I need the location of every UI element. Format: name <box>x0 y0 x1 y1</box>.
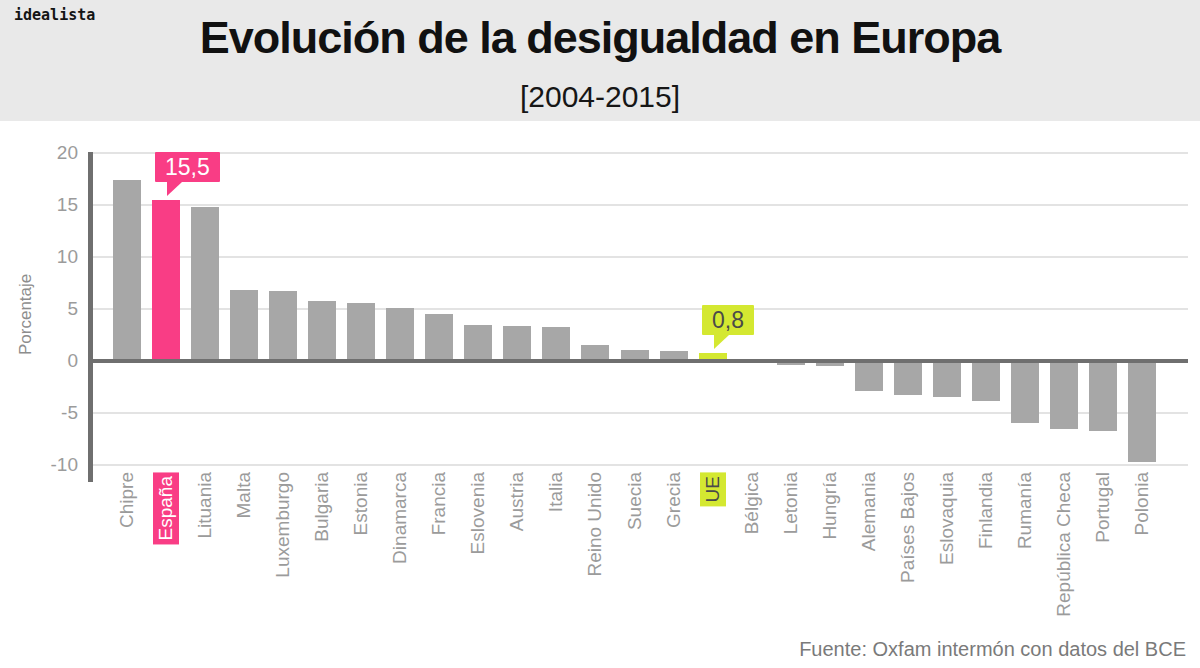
y-tick-5: 5 <box>8 298 78 320</box>
bar-austria <box>503 326 531 361</box>
x-label-francia: Francia <box>428 472 450 535</box>
bar-dinamarca <box>386 308 414 361</box>
bar-alemania <box>855 361 883 391</box>
bar-bulgaria <box>308 301 336 361</box>
chart-title: Evolución de la desigualdad en Europa <box>0 12 1200 64</box>
gridline-10 <box>90 256 1188 258</box>
y-tick-10: 10 <box>8 246 78 268</box>
bar-portugal <box>1089 361 1117 431</box>
gridline-15 <box>90 204 1188 206</box>
x-label-lituania: Lituania <box>194 472 216 539</box>
chart-subtitle: [2004-2015] <box>0 80 1200 114</box>
x-label-luxemburgo: Luxemburgo <box>272 472 294 578</box>
y-tick-20: 20 <box>8 142 78 164</box>
x-label-alemania: Alemania <box>858 472 880 551</box>
x-label-dinamarca: Dinamarca <box>389 472 411 564</box>
x-label-letonia: Letonia <box>780 472 802 534</box>
x-label-paises-bajos: Países Bajos <box>897 472 919 583</box>
x-label-republica-checa: República Checa <box>1053 472 1075 617</box>
bar-finlandia <box>972 361 1000 401</box>
bar-estonia <box>347 303 375 361</box>
y-tick-15: 15 <box>8 194 78 216</box>
x-label-hungria: Hungría <box>819 472 841 540</box>
x-label-eslovenia: Eslovenia <box>467 472 489 554</box>
x-label-finlandia: Finlandia <box>975 472 997 549</box>
bar-paises-bajos <box>894 361 922 395</box>
x-label-suecia: Suecia <box>624 472 646 530</box>
x-label-portugal: Portugal <box>1092 472 1114 543</box>
x-label-eslovaquia: Eslovaquia <box>936 472 958 565</box>
bar-lituania <box>191 207 219 361</box>
y-tick-0: 0 <box>8 350 78 372</box>
bar-eslovaquia <box>933 361 961 397</box>
gridline-20 <box>90 152 1188 154</box>
infographic-canvas: idealista Evolución de la desigualdad en… <box>0 0 1200 668</box>
y-tick--10: -10 <box>8 454 78 476</box>
bar-francia <box>425 314 453 361</box>
x-axis-zero-line <box>88 359 1188 363</box>
bar-malta <box>230 290 258 361</box>
bar-chipre <box>113 180 141 361</box>
x-label-austria: Austria <box>506 472 528 531</box>
x-label-reino-unido: Reino Unido <box>584 472 606 577</box>
x-label-malta: Malta <box>233 472 255 518</box>
bar-rumania <box>1011 361 1039 423</box>
x-label-estonia: Estonia <box>350 472 372 535</box>
bar-luxemburgo <box>269 291 297 361</box>
ue-value-callout: 0,8 <box>702 305 754 335</box>
x-label-grecia: Grecia <box>663 472 685 528</box>
x-label-polonia: Polonia <box>1131 472 1153 535</box>
x-label-ue: UE <box>700 472 726 506</box>
bar-espana <box>152 200 180 361</box>
y-tick--5: -5 <box>8 402 78 424</box>
bar-polonia <box>1128 361 1156 462</box>
y-axis-line <box>88 152 93 482</box>
x-label-espana: España <box>153 472 179 544</box>
gridline--10 <box>90 464 1188 466</box>
x-label-italia: Italia <box>545 472 567 512</box>
bar-eslovenia <box>464 325 492 361</box>
bar-republica-checa <box>1050 361 1078 429</box>
ue-callout-tail <box>714 335 729 349</box>
espana-callout-tail <box>167 182 182 196</box>
bar-italia <box>542 327 570 361</box>
espana-value-callout: 15,5 <box>155 152 220 182</box>
header-band: idealista Evolución de la desigualdad en… <box>0 0 1200 121</box>
x-label-belgica: Bélgica <box>741 472 763 534</box>
x-label-bulgaria: Bulgaria <box>311 472 333 542</box>
source-credit: Fuente: Oxfam intermón con datos del BCE <box>799 638 1186 661</box>
x-label-chipre: Chipre <box>116 472 138 528</box>
x-label-rumania: Rumanía <box>1014 472 1036 549</box>
